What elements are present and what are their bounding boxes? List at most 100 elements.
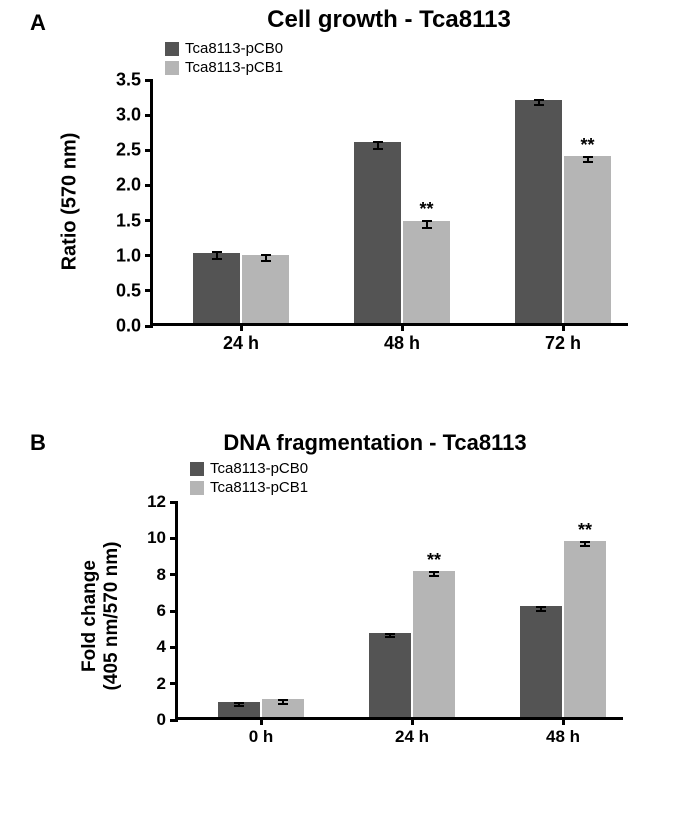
error-cap — [278, 703, 288, 705]
error-cap — [373, 141, 383, 143]
error-cap — [580, 545, 590, 547]
y-tick-label: 1.0 — [116, 245, 141, 266]
panel-a-label: A — [30, 10, 46, 36]
panel-a: A Cell growth - Tca8113 Tca8113-pCB0 Tca… — [0, 0, 688, 402]
x-category-label: 48 h — [384, 333, 420, 354]
legend-item-pcb1: Tca8113-pCB1 — [165, 59, 283, 76]
error-cap — [422, 220, 432, 222]
error-cap — [234, 702, 244, 704]
error-cap — [212, 258, 222, 260]
error-cap — [278, 699, 288, 701]
error-cap — [429, 575, 439, 577]
x-category-label: 0 h — [249, 727, 274, 747]
significance-annotation: ** — [419, 199, 433, 220]
x-tick — [401, 323, 404, 331]
y-tick — [170, 719, 178, 722]
panel-b: B DNA fragmentation - Tca8113 Tca8113-pC… — [0, 430, 688, 816]
panel-a-plot: 0.00.51.01.52.02.53.03.524 h48 h72 h**** — [150, 80, 628, 326]
bar — [564, 156, 611, 323]
panel-b-ylabel-2: (405 nm/570 nm) — [101, 516, 123, 716]
panel-b-ylabel-1: Fold change — [79, 516, 101, 716]
y-tick-label: 3.5 — [116, 70, 141, 91]
y-tick-label: 0 — [157, 710, 166, 730]
error-cap — [534, 99, 544, 101]
significance-annotation: ** — [578, 520, 592, 541]
error-cap — [261, 260, 271, 262]
error-cap — [580, 541, 590, 543]
bar — [193, 253, 240, 323]
y-tick-label: 12 — [147, 492, 166, 512]
y-tick — [145, 114, 153, 117]
y-tick — [145, 289, 153, 292]
legend-swatch-pcb1 — [165, 61, 179, 75]
legend-item-b-pcb1: Tca8113-pCB1 — [190, 479, 308, 496]
y-tick — [145, 149, 153, 152]
x-tick — [260, 717, 263, 725]
error-cap — [212, 251, 222, 253]
y-tick-label: 1.5 — [116, 210, 141, 231]
error-cap — [373, 148, 383, 150]
y-tick — [145, 79, 153, 82]
x-tick — [240, 323, 243, 331]
bar — [564, 541, 606, 717]
error-cap — [534, 104, 544, 106]
x-category-label: 48 h — [546, 727, 580, 747]
bar — [369, 633, 411, 717]
y-tick — [145, 184, 153, 187]
panel-b-title: DNA fragmentation - Tca8113 — [120, 430, 630, 456]
legend-swatch-b-pcb1 — [190, 481, 204, 495]
error-cap — [583, 161, 593, 163]
y-tick-label: 8 — [157, 565, 166, 585]
y-tick-label: 2.5 — [116, 140, 141, 161]
y-tick — [170, 682, 178, 685]
y-tick-label: 6 — [157, 601, 166, 621]
error-cap — [536, 606, 546, 608]
error-cap — [422, 227, 432, 229]
x-tick — [411, 717, 414, 725]
y-tick-label: 4 — [157, 637, 166, 657]
panel-a-legend: Tca8113-pCB0 Tca8113-pCB1 — [165, 40, 283, 78]
error-cap — [261, 254, 271, 256]
y-tick — [170, 501, 178, 504]
bar — [515, 100, 562, 324]
legend-label-pcb0: Tca8113-pCB0 — [185, 40, 283, 57]
x-category-label: 24 h — [223, 333, 259, 354]
y-tick — [145, 254, 153, 257]
panel-b-legend: Tca8113-pCB0 Tca8113-pCB1 — [190, 460, 308, 498]
y-tick-label: 2.0 — [116, 175, 141, 196]
legend-item-b-pcb0: Tca8113-pCB0 — [190, 460, 308, 477]
y-tick-label: 0.5 — [116, 280, 141, 301]
legend-item-pcb0: Tca8113-pCB0 — [165, 40, 283, 57]
bar — [413, 571, 455, 717]
x-tick — [562, 717, 565, 725]
y-tick — [145, 325, 153, 328]
panel-b-label: B — [30, 430, 46, 456]
legend-label-b-pcb1: Tca8113-pCB1 — [210, 479, 308, 496]
error-cap — [385, 636, 395, 638]
legend-swatch-pcb0 — [165, 42, 179, 56]
y-tick — [170, 573, 178, 576]
y-tick-label: 10 — [147, 528, 166, 548]
bar — [403, 221, 450, 323]
error-cap — [234, 705, 244, 707]
bar — [520, 606, 562, 717]
y-tick — [170, 537, 178, 540]
x-category-label: 24 h — [395, 727, 429, 747]
panel-b-plot: 0246810120 h24 h48 h**** — [175, 502, 623, 720]
error-cap — [385, 633, 395, 635]
x-tick — [562, 323, 565, 331]
y-tick-label: 2 — [157, 674, 166, 694]
error-cap — [429, 571, 439, 573]
bar — [242, 255, 289, 323]
error-cap — [536, 610, 546, 612]
significance-annotation: ** — [580, 135, 594, 156]
y-tick — [145, 219, 153, 222]
significance-annotation: ** — [427, 550, 441, 571]
legend-label-pcb1: Tca8113-pCB1 — [185, 59, 283, 76]
y-tick-label: 0.0 — [116, 316, 141, 337]
error-cap — [583, 156, 593, 158]
legend-label-b-pcb0: Tca8113-pCB0 — [210, 460, 308, 477]
panel-a-ylabel: Ratio (570 nm) — [59, 102, 82, 302]
x-category-label: 72 h — [545, 333, 581, 354]
bar — [354, 142, 401, 323]
